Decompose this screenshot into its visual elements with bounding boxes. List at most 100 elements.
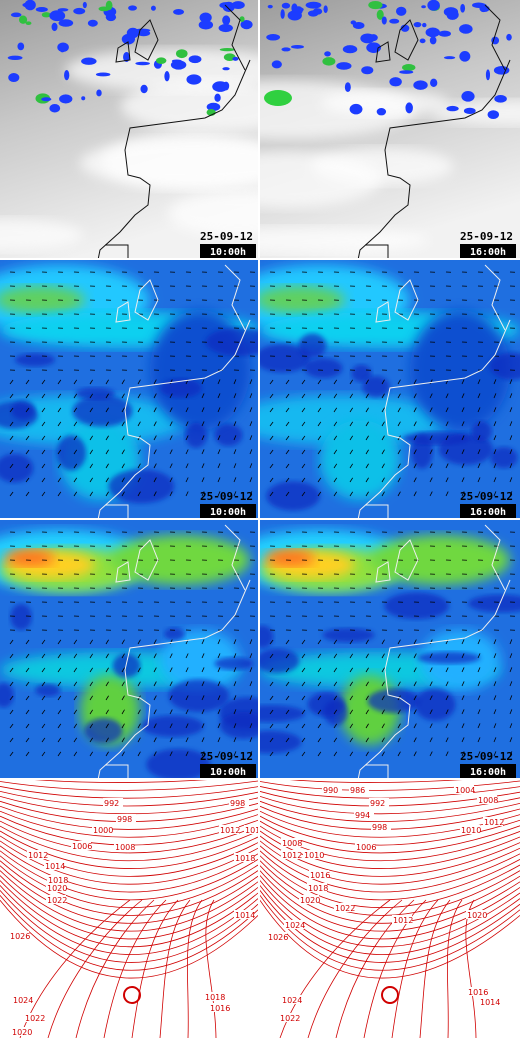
- wind-arrow: [285, 639, 290, 645]
- precip-blob: [413, 80, 428, 90]
- wind-arrow: [365, 477, 369, 483]
- wind-arrow: [57, 667, 62, 673]
- wind-arrow: [25, 449, 30, 455]
- precip-blob: [98, 6, 110, 12]
- precip-blob: [231, 1, 245, 9]
- wind-arrow: [317, 737, 322, 743]
- wind-arrow: [233, 751, 237, 757]
- calm-area: [260, 625, 274, 649]
- wind-arrow: [445, 407, 449, 413]
- time-label: 10:00h: [210, 507, 246, 518]
- wind-arrow: [57, 653, 62, 659]
- precip-blob: [322, 57, 336, 66]
- precip-blob: [344, 82, 351, 92]
- wind-speed-area: [320, 420, 400, 500]
- isobar-label-bg: [454, 785, 474, 794]
- wind-arrow: [493, 491, 497, 497]
- map-panel: 25-09-12 10:00h: [0, 260, 258, 518]
- isobar: [260, 865, 520, 924]
- wind-arrow: [9, 435, 14, 441]
- wind-arrow: [317, 695, 322, 701]
- wind-arrow: [333, 463, 338, 469]
- wind-arrow: [333, 737, 338, 743]
- wind-arrow: [201, 421, 205, 427]
- wind-arrow: [461, 393, 465, 399]
- precip-blob: [294, 6, 303, 15]
- precip-blob: [266, 34, 281, 41]
- wind-arrow: [397, 379, 401, 385]
- wind-arrow: [509, 449, 513, 455]
- wind-arrow: [169, 695, 173, 701]
- wind-arrow: [249, 681, 253, 687]
- wind-arrow: [493, 477, 497, 483]
- wind-arrow: [105, 695, 109, 701]
- wind-speed-area: [370, 535, 510, 585]
- wind-arrow: [121, 421, 125, 427]
- calm-area: [307, 692, 346, 717]
- wind-arrow: [285, 407, 290, 413]
- wind-arrow: [365, 379, 369, 385]
- wind-arrow: [121, 379, 125, 385]
- wind-arrow: [153, 639, 157, 645]
- wind-arrow: [445, 435, 449, 441]
- coastline: [97, 579, 251, 778]
- wind-arrow: [201, 477, 205, 483]
- date-label: 25-09-12: [460, 750, 513, 763]
- isobar-label-bg: [27, 850, 47, 859]
- wind-arrow: [249, 463, 253, 469]
- wind-arrow: [413, 737, 417, 743]
- wind-arrow: [349, 435, 354, 441]
- wind-arrow: [333, 393, 338, 399]
- wind-arrow: [217, 751, 221, 757]
- wind-arrow: [185, 653, 189, 659]
- wind-arrow: [301, 681, 306, 687]
- isobar-label-bg: [12, 995, 32, 1004]
- wind-arrow: [493, 449, 497, 455]
- wind-arrow: [461, 491, 465, 497]
- wind-arrow: [461, 379, 465, 385]
- wind-arrow: [41, 449, 46, 455]
- wind-arrow: [285, 695, 290, 701]
- isobar: [260, 820, 520, 854]
- calm-area: [438, 433, 493, 465]
- wind-arrow: [333, 751, 338, 757]
- wind-arrow: [333, 723, 338, 729]
- precip-blob: [81, 96, 86, 101]
- wind-arrow: [185, 449, 189, 455]
- wind-arrow: [285, 449, 290, 455]
- coastline: [115, 4, 246, 71]
- precip-blob: [135, 61, 150, 66]
- wind-arrow: [381, 477, 385, 483]
- wind-arrow: [429, 681, 433, 687]
- wind-arrow: [365, 393, 369, 399]
- coastline: [375, 524, 506, 591]
- calm-area: [260, 648, 300, 674]
- wind-arrow: [217, 477, 221, 483]
- wind-arrow: [429, 449, 433, 455]
- calm-area: [351, 364, 372, 382]
- precip-blob: [81, 57, 97, 65]
- wind-speed-area: [260, 286, 345, 314]
- wind-arrow: [429, 379, 433, 385]
- wind-arrow: [349, 723, 354, 729]
- isobar-label: 1018: [48, 876, 68, 885]
- wind-arrow: [349, 751, 354, 757]
- wind-arrow: [285, 379, 290, 385]
- wind-arrow: [445, 463, 449, 469]
- wind-arrow: [317, 435, 322, 441]
- coastline: [105, 504, 129, 518]
- isobar-label: 1012: [393, 916, 413, 925]
- wind-arrow: [105, 463, 109, 469]
- precip-blob: [342, 45, 358, 54]
- wind-arrow: [461, 667, 465, 673]
- wind-speed-area: [5, 550, 55, 566]
- wind-arrow: [57, 379, 62, 385]
- isobar-label-bg: [307, 883, 327, 892]
- isobar-label-bg: [477, 795, 497, 804]
- wind-arrow: [349, 421, 354, 427]
- wind-arrow: [249, 709, 253, 715]
- isobar: [0, 780, 258, 791]
- wind-arrow: [9, 695, 14, 701]
- precip-blob: [10, 12, 22, 18]
- wind-arrow: [381, 681, 385, 687]
